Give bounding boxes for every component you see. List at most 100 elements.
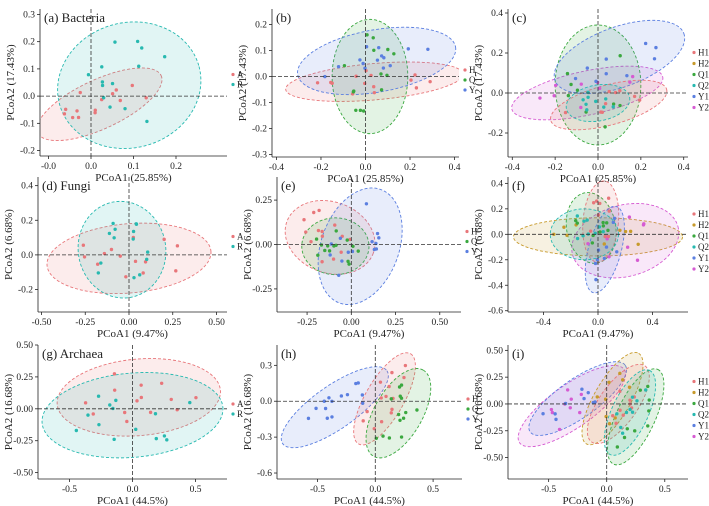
point-Y [314,406,318,411]
point-Y1 [541,412,545,416]
legend-marker-H1 [692,212,696,216]
plot-area-i [517,351,665,466]
legend-label-Y2: Y2 [698,264,709,274]
point-Y2 [579,392,584,397]
legend-label-Y: Y [469,85,476,95]
point-R [112,236,116,240]
point-Q1 [606,228,610,233]
point-H [315,81,320,85]
point-H [317,208,321,213]
y-tick-label: -0.50 [13,469,33,479]
y-axis-label: PCoA2 (6.68%) [242,209,254,280]
panel-e: -0.25 0.00 0.25 0.50 0.25 0.00 -0.25 PCoA1 (9.4… [242,177,478,340]
point-A [102,251,107,256]
point-Q2 [615,412,619,416]
point-Q [334,243,338,247]
point-Y2 [550,410,555,415]
point-Q [365,33,369,37]
point-R [100,83,105,88]
legend-marker-H [463,68,467,72]
point-H [312,210,316,215]
x-axis-label: PCoA1 (44.5%) [97,495,168,506]
point-H1 [596,213,601,217]
point-Y [323,406,328,411]
point-H [320,234,325,238]
y-tick-label: 0.0 [491,230,503,240]
x-tick-label: 0.2 [170,162,182,172]
point-H2 [618,371,622,376]
point-R [97,422,101,427]
point-R [108,403,112,407]
point-Y [340,259,344,263]
x-axis-label: PCoA1 (9.47%) [334,328,405,340]
y-tick-label: -0.1 [252,98,267,108]
point-Y1 [586,390,590,395]
point-A [81,243,86,247]
x-axis-label: PCoA1 (44.5%) [334,495,405,506]
y-axis-label: PCoA2 (16.68%) [242,373,254,450]
point-R [188,400,192,405]
x-tick-label: -0.5 [310,485,325,495]
point-Q2 [586,95,590,99]
legend-marker-Y1 [692,423,696,428]
point-A [91,412,95,416]
panel-title: (a) Bacteria [44,10,105,25]
y-tick-label: 0.1 [255,47,267,57]
x-tick-label: 0.4 [678,163,690,173]
x-tick-label: -0.2 [548,163,563,173]
x-tick-label: -0.2 [313,163,328,173]
y-tick-label: 0.1 [23,65,35,75]
point-Q [379,88,384,92]
x-tick-label: -0.25 [75,318,95,328]
point-Q1 [622,435,627,440]
point-Q [354,108,358,112]
point-A [141,271,145,275]
point-H2 [613,416,617,420]
point-Y1 [625,73,629,78]
point-A [93,108,97,112]
y-tick-label: 0.2 [23,38,35,48]
point-H2 [636,242,640,247]
y-tick-label: -0.3 [252,150,267,160]
legend-marker-H2 [692,390,696,395]
point-Q1 [603,125,607,129]
legend-label-H1: H1 [698,48,709,58]
point-Q [361,109,366,113]
point-Q2 [630,395,635,399]
panel-title: (c) [512,10,526,25]
point-Y2 [597,86,602,91]
x-tick-label: 0.00 [343,318,360,328]
point-Q1 [598,230,602,234]
y-tick-label: 0.4 [491,179,503,189]
point-H [387,384,391,389]
point-H2 [618,228,622,232]
point-Y2 [607,255,611,259]
point-A [114,88,118,92]
panel-title: (i) [512,346,524,361]
point-Y [364,202,369,206]
point-Y2 [565,388,570,392]
y-tick-label: -0.25 [252,285,272,295]
point-R [137,64,141,68]
point-Y2 [635,258,640,262]
point-Q1 [618,54,622,58]
x-axis-label: PCoA1 (25.85%) [327,173,404,185]
point-Y [375,231,380,236]
point-Q2 [585,108,589,112]
point-H [302,218,306,222]
plot-area-b [285,18,459,135]
point-R [100,80,105,84]
point-Y1 [615,250,619,254]
legend-marker-A [231,402,235,406]
ellipse-Q1 [607,368,665,466]
legend-label-H1: H1 [698,209,709,219]
point-R [96,271,101,275]
point-Q2 [594,99,598,104]
legend-label-R: R [237,80,243,90]
point-Y [337,273,341,278]
point-Y1 [652,57,657,61]
point-R [113,227,117,231]
point-Q [342,63,347,68]
point-H [304,230,308,234]
point-Y [339,394,344,398]
